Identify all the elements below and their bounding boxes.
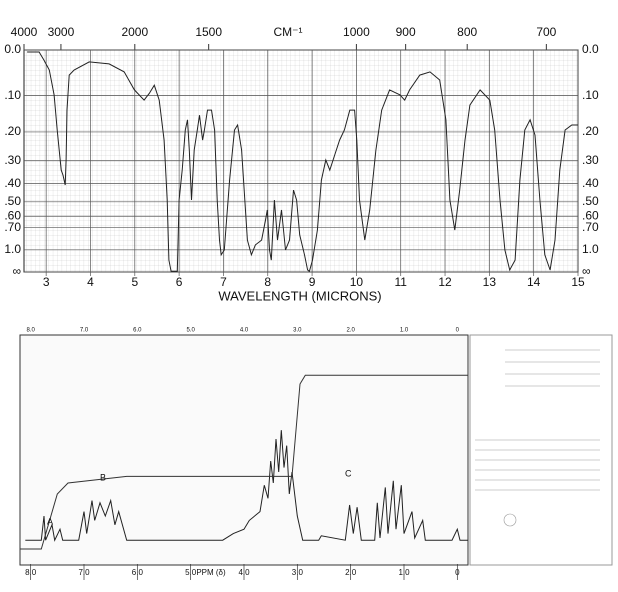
y-tick-label: .70 — [4, 220, 21, 234]
x2-tick-label: 2000 — [121, 25, 148, 39]
spectrum-line — [27, 51, 578, 273]
spectrum-line — [20, 374, 468, 550]
x-tick-label: 3 — [43, 275, 50, 289]
x-tick-label: 11 — [394, 275, 407, 289]
y-tick-label: .60 — [4, 208, 21, 222]
annotation: C — [345, 468, 352, 478]
x-tick-label-top: 3.0 — [293, 328, 302, 334]
x-tick-label-top: 6.0 — [133, 328, 142, 334]
x2-tick-label: 700 — [536, 25, 556, 39]
x-tick-label: 9 — [309, 275, 316, 289]
x-tick-label: 6 — [176, 275, 183, 289]
x-tick-label: 13 — [483, 275, 497, 289]
x2-tick-label: 900 — [396, 25, 416, 39]
x-tick-label-top: 4.0 — [240, 328, 249, 334]
x-tick-label-top: 2.0 — [346, 328, 355, 334]
x-tick-label: 4 — [87, 275, 94, 289]
spectrum-line — [25, 430, 468, 542]
y-tick-label-right: .40 — [582, 176, 599, 190]
x-tick-label-top: 1.0 — [400, 328, 409, 334]
x-tick-label: 7 — [220, 275, 227, 289]
x-tick-label: 5 — [131, 275, 138, 289]
x-tick-label: 12 — [438, 275, 452, 289]
y-tick-label: .40 — [4, 176, 21, 190]
y-tick-label: 1.0 — [4, 242, 21, 256]
y-tick-label-right: .60 — [582, 208, 599, 222]
y-tick-label-right: .20 — [582, 124, 599, 138]
y-tick-label: 0.0 — [4, 42, 21, 56]
y-tick-label-right: .70 — [582, 220, 599, 234]
annotation: B — [100, 472, 106, 482]
info-form-lines — [475, 349, 600, 527]
x-tick-label-top: 8.0 — [26, 328, 35, 334]
x2-tick-label: 1000 — [343, 25, 370, 39]
y-tick-label-right: .10 — [582, 88, 599, 102]
x-axis-label: WAVELENGTH (MICRONS) — [218, 288, 381, 303]
annotation: A — [47, 516, 53, 526]
y-tick-label-right: .30 — [582, 153, 599, 167]
x-tick-label-top: 5.0 — [186, 328, 195, 334]
x2-tick-label: 4000 — [11, 25, 38, 39]
y-tick-label: .20 — [4, 124, 21, 138]
x-tick-label: 8 — [264, 275, 271, 289]
y-tick-label-right: .50 — [582, 194, 599, 208]
y-tick-label: ∞ — [12, 264, 21, 278]
nmr-frame — [19, 334, 469, 566]
y-tick-label: .30 — [4, 153, 21, 167]
x2-tick-label: 1500 — [195, 25, 222, 39]
y-tick-label: .50 — [4, 194, 21, 208]
x-tick-label-top: 0 — [456, 328, 460, 334]
x-tick-label: 15 — [571, 275, 585, 289]
x2-tick-label: 3000 — [48, 25, 75, 39]
y-tick-label-right: 1.0 — [582, 242, 599, 256]
x-tick-label: 14 — [527, 275, 541, 289]
x-tick-label: 10 — [350, 275, 364, 289]
x2-axis-label: CM⁻¹ — [274, 25, 303, 39]
x-axis-label: PPM (δ) — [196, 568, 226, 577]
y-tick-label-right: 0.0 — [582, 42, 599, 56]
x2-tick-label: 800 — [457, 25, 477, 39]
x-tick-label-top: 7.0 — [80, 328, 89, 334]
y-tick-label-right: ∞ — [582, 264, 591, 278]
y-tick-label: .10 — [4, 88, 21, 102]
